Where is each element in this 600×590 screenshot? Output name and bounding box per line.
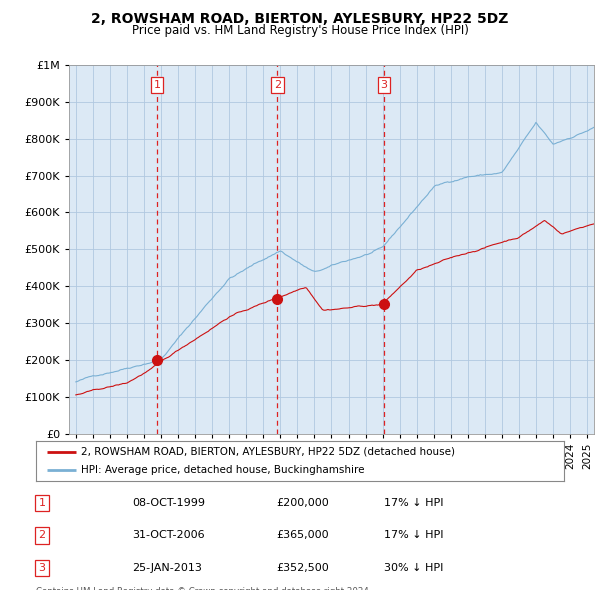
Text: £365,000: £365,000 xyxy=(276,530,329,540)
Text: 30% ↓ HPI: 30% ↓ HPI xyxy=(384,563,443,573)
Text: 31-OCT-2006: 31-OCT-2006 xyxy=(132,530,205,540)
Text: 3: 3 xyxy=(380,80,388,90)
Text: 1: 1 xyxy=(154,80,161,90)
Text: HPI: Average price, detached house, Buckinghamshire: HPI: Average price, detached house, Buck… xyxy=(81,465,364,475)
Text: 25-JAN-2013: 25-JAN-2013 xyxy=(132,563,202,573)
Text: Contains HM Land Registry data © Crown copyright and database right 2024.: Contains HM Land Registry data © Crown c… xyxy=(36,587,371,590)
Text: 3: 3 xyxy=(38,563,46,573)
Text: Price paid vs. HM Land Registry's House Price Index (HPI): Price paid vs. HM Land Registry's House … xyxy=(131,24,469,37)
Text: 2, ROWSHAM ROAD, BIERTON, AYLESBURY, HP22 5DZ (detached house): 2, ROWSHAM ROAD, BIERTON, AYLESBURY, HP2… xyxy=(81,447,455,457)
Text: 1: 1 xyxy=(38,498,46,508)
Text: £352,500: £352,500 xyxy=(276,563,329,573)
Text: 2: 2 xyxy=(38,530,46,540)
Text: 2, ROWSHAM ROAD, BIERTON, AYLESBURY, HP22 5DZ: 2, ROWSHAM ROAD, BIERTON, AYLESBURY, HP2… xyxy=(91,12,509,26)
Text: £200,000: £200,000 xyxy=(276,498,329,508)
Text: 08-OCT-1999: 08-OCT-1999 xyxy=(132,498,205,508)
Text: 2: 2 xyxy=(274,80,281,90)
Text: 17% ↓ HPI: 17% ↓ HPI xyxy=(384,530,443,540)
Text: 17% ↓ HPI: 17% ↓ HPI xyxy=(384,498,443,508)
